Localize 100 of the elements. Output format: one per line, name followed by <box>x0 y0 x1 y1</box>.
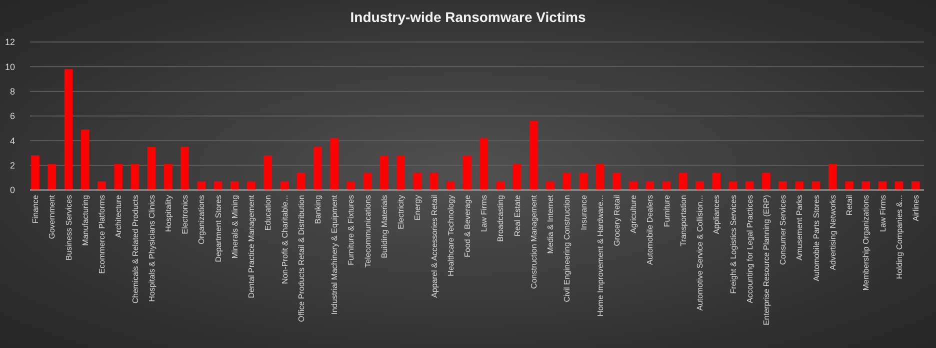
x-tick-label: Telecommunications <box>363 195 372 268</box>
bar <box>480 138 488 190</box>
x-tick-label: Airlines <box>911 195 920 222</box>
bar <box>164 164 172 190</box>
bar <box>264 155 272 190</box>
bar <box>912 181 920 190</box>
x-tick-label: Retail <box>845 194 854 216</box>
x-tick-label: Government <box>48 194 57 240</box>
x-tick-label: Finance <box>31 194 40 224</box>
x-tick-label: Accounting for Legal Practices <box>745 195 754 304</box>
bar <box>762 172 770 190</box>
x-tick-label: Architecture <box>114 194 124 238</box>
bar <box>296 172 306 190</box>
x-tick-label: Grocery Retail <box>612 194 622 246</box>
bar <box>396 155 405 190</box>
x-tick-label: Amusement Parks <box>795 195 804 260</box>
bar <box>862 181 870 190</box>
x-tick-label: Construction Management <box>529 194 538 289</box>
x-tick-label: Freight & Logistics Services <box>728 195 738 294</box>
bar <box>80 130 90 190</box>
x-tick-label: Chemicals & Related Products <box>130 195 140 304</box>
bar <box>363 172 372 190</box>
x-tick-label: Industrial Machinery & Equipment <box>330 194 340 315</box>
y-tick-label: 2 <box>10 160 15 170</box>
bar <box>48 164 56 190</box>
x-tick-label: Manufacturing <box>80 195 90 246</box>
bar <box>529 120 538 190</box>
bar <box>430 172 438 190</box>
y-tick-label: 4 <box>10 136 15 146</box>
x-tick-label: Insurance <box>579 194 588 230</box>
bar <box>413 172 422 190</box>
x-tick-label: Organizations <box>197 195 206 244</box>
bar <box>314 146 322 190</box>
x-tick-label: Broadcasting <box>496 195 506 242</box>
y-tick-label: 6 <box>10 111 15 122</box>
bar <box>380 155 388 190</box>
x-tick-label: Automobile Parts Stores <box>812 195 821 282</box>
x-tick-label: Real Estate <box>512 194 522 236</box>
y-tick-label: 0 <box>10 185 15 196</box>
x-tick-label: Education <box>264 195 273 231</box>
x-tick-label: Agriculture <box>629 194 638 234</box>
x-tick-label: Holding Companies &... <box>894 195 904 280</box>
x-tick-label: Advertising Networks <box>828 195 838 270</box>
bar <box>130 164 140 190</box>
x-tick-label: Furniture <box>662 194 672 228</box>
x-tick-label: Automotive Service & Collision... <box>696 195 705 311</box>
x-tick-label: Electricity <box>396 195 406 230</box>
y-tick-label: 12 <box>4 37 15 48</box>
bar <box>828 164 837 190</box>
x-tick-label: Home Improvement & Hardware... <box>596 195 605 316</box>
x-tick-label: Apparel & Accessories Retail <box>430 194 439 298</box>
y-tick-label: 8 <box>10 86 15 96</box>
x-tick-label: Non-Profit & Charitable... <box>280 195 290 284</box>
y-tick-label: 10 <box>4 62 15 72</box>
x-tick-label: Hospitals & Physicians Clinics <box>147 195 156 302</box>
x-tick-label: Law Firms <box>878 195 888 232</box>
x-tick-label: Enterprise Resource Planning (ERP) <box>762 194 771 326</box>
bar <box>579 172 588 190</box>
bar <box>31 155 40 190</box>
x-tick-label: Transportation <box>678 195 688 246</box>
x-tick-label: Department Stores <box>214 195 223 262</box>
bar <box>629 181 638 190</box>
bar <box>546 181 554 190</box>
bar <box>596 164 604 190</box>
x-tick-label: Civil Engineering Construction <box>562 195 572 302</box>
bar <box>98 181 106 190</box>
bar <box>845 181 854 190</box>
x-tick-label: Healthcare Technology <box>446 195 456 276</box>
x-tick-label: Media & Internet <box>546 194 556 254</box>
x-tick-label: Banking <box>313 195 322 224</box>
x-tick-label: Furniture & Fixtures <box>346 195 356 266</box>
x-tick-label: Energy <box>413 195 422 220</box>
x-tick-label: Business Services <box>64 195 74 260</box>
bar <box>778 181 787 190</box>
x-tick-label: Appliances <box>712 195 722 234</box>
x-tick-label: Automobile Dealers <box>646 195 655 265</box>
x-tick-label: Membership Organizations <box>862 195 871 291</box>
bar <box>330 138 338 190</box>
bar <box>678 172 688 190</box>
bar <box>512 164 522 190</box>
bar <box>463 155 472 190</box>
bar <box>147 146 156 190</box>
x-tick-label: Dental Practice Management <box>247 194 256 298</box>
bar <box>230 181 239 190</box>
x-tick-label: Food & Beverage <box>462 194 472 258</box>
bar <box>180 146 189 190</box>
x-tick-label: Building Materials <box>380 195 389 258</box>
x-tick-label: Consumer Services <box>778 195 788 265</box>
bar <box>612 172 621 190</box>
x-tick-label: Ecommerce Platforms <box>98 195 107 274</box>
x-tick-label: Law Firms <box>480 195 489 232</box>
x-tick-label: Office Products Retail & Distribution <box>296 195 306 322</box>
chart-title: Industry-wide Ransomware Victims <box>350 9 586 25</box>
bar <box>64 69 73 190</box>
x-tick-label: Hospitality <box>164 195 173 232</box>
bar <box>696 181 704 190</box>
bar <box>562 172 572 190</box>
bar <box>114 164 123 190</box>
bar <box>247 181 256 190</box>
x-tick-label: Minerals & Mining <box>230 195 240 259</box>
